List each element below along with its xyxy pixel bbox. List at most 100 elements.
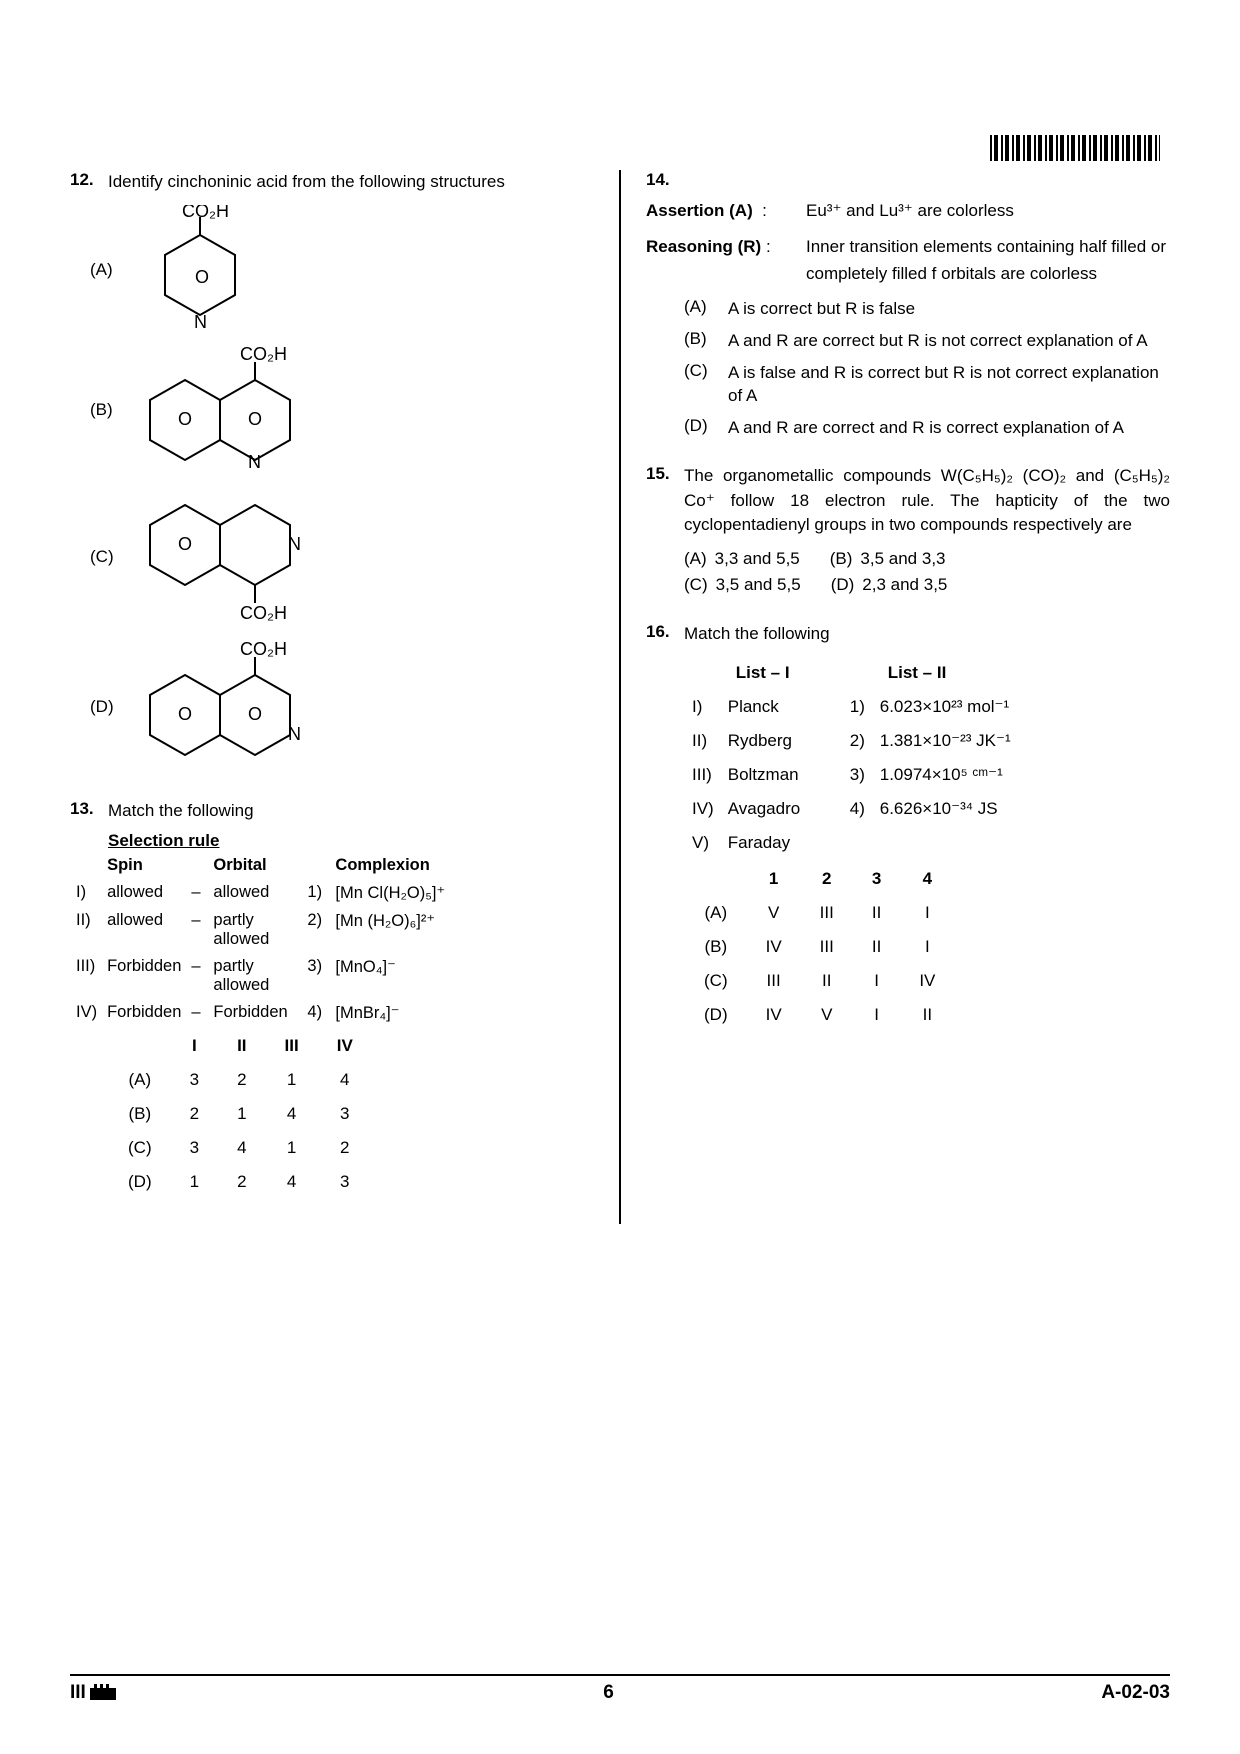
match-lists: List – I List – II I)Planck1)6.023×10²³ … xyxy=(684,655,1019,861)
structure-B: O O N CO₂H xyxy=(140,345,320,475)
option-label: (D) xyxy=(90,697,140,717)
option-label: (C) xyxy=(90,547,140,567)
list2-header: List – II xyxy=(874,657,1017,689)
match-row: IV) Forbidden – Forbidden 4) [MnBr₄]⁻ xyxy=(72,1000,449,1026)
col-head: II xyxy=(219,1030,264,1062)
svg-text:CO₂H: CO₂H xyxy=(182,205,229,221)
question-text: Identify cinchoninic acid from the follo… xyxy=(108,170,594,195)
svg-text:CO₂H: CO₂H xyxy=(240,345,287,364)
answer-row: (C)IIIIIIIV xyxy=(686,965,953,997)
question-13: 13. Match the following Selection rule S… xyxy=(70,799,594,1201)
col-head: 3 xyxy=(854,863,899,895)
option-text: 3,5 and 5,5 xyxy=(716,575,801,595)
question-number: 13. xyxy=(70,799,108,824)
molecule-icon: O N CO₂H xyxy=(140,485,320,625)
footer-left-code: III xyxy=(70,1682,86,1704)
list1-header: List – I xyxy=(722,657,842,689)
option-C: (C) O N CO₂H xyxy=(90,485,594,630)
answer-row: (B)2143 xyxy=(110,1098,371,1130)
svg-text:N: N xyxy=(288,724,301,744)
answer-table-q16: 1 2 3 4 (A)VIIIIII (B)IVIIIIII (C)IIIIII… xyxy=(684,861,955,1033)
footer-icon xyxy=(90,1684,116,1702)
svg-text:O: O xyxy=(195,267,209,287)
svg-text:CO₂H: CO₂H xyxy=(240,640,287,659)
question-number: 16. xyxy=(646,622,684,647)
option-row-1: (A) 3,3 and 5,5 (B) 3,5 and 3,3 xyxy=(684,546,1170,572)
question-number: 12. xyxy=(70,170,108,195)
option-text: 2,3 and 3,5 xyxy=(862,575,947,595)
option-row-2: (C)3,5 and 5,5 (D)2,3 and 3,5 xyxy=(684,572,1170,598)
svg-text:CO₂H: CO₂H xyxy=(240,603,287,623)
option-A: (A) O CO₂H N xyxy=(90,205,594,335)
molecule-icon: O O N CO₂H xyxy=(140,640,325,770)
option-D: (D)A and R are correct and R is correct … xyxy=(684,416,1170,440)
question-16: 16. Match the following List – I List – … xyxy=(646,622,1170,1033)
col-head: I xyxy=(172,1030,217,1062)
option-B: (B)A and R are correct but R is not corr… xyxy=(684,329,1170,353)
right-column: 14. Assertion (A) : Eu³⁺ and Lu³⁺ are co… xyxy=(631,170,1170,1224)
structure-A: O CO₂H N xyxy=(140,205,260,335)
structure-D: O O N CO₂H xyxy=(140,640,325,775)
header-complexion: Complexion xyxy=(331,853,449,878)
svg-text:N: N xyxy=(288,534,301,554)
svg-text:O: O xyxy=(178,534,192,554)
svg-text:N: N xyxy=(194,312,207,330)
question-number: 15. xyxy=(646,464,684,538)
svg-text:N: N xyxy=(248,452,261,470)
page-footer: III 6 A-02-03 xyxy=(70,1674,1170,1704)
match-row: II) allowed – partly allowed 2) [Mn (H₂O… xyxy=(72,908,449,952)
question-15: 15. The organometallic compounds W(C₅H₅)… xyxy=(646,464,1170,598)
header-spin: Spin xyxy=(103,853,185,878)
answer-row: (C)3412 xyxy=(110,1132,371,1164)
footer-right-code: A-02-03 xyxy=(1101,1682,1170,1704)
list-row: III)Boltzman3)1.0974×10⁵ ᶜᵐ⁻¹ xyxy=(686,759,1017,791)
answer-row: (B)IVIIIIII xyxy=(686,931,953,963)
option-B: (B) O O N CO₂H xyxy=(90,345,594,475)
col-head: 1 xyxy=(748,863,800,895)
question-12: 12. Identify cinchoninic acid from the f… xyxy=(70,170,594,775)
option-label: (B) xyxy=(830,549,853,569)
answer-table-q13: I II III IV (A)3214 (B)2143 (C)3412 (D)1… xyxy=(108,1028,373,1200)
list-row: I)Planck1)6.023×10²³ mol⁻¹ xyxy=(686,691,1017,723)
list-row: V)Faraday xyxy=(686,827,1017,859)
column-divider xyxy=(619,170,621,1224)
footer-left: III xyxy=(70,1682,116,1704)
reasoning-label: Reasoning (R) xyxy=(646,237,761,256)
question-text: Match the following xyxy=(684,622,1170,647)
page-number: 6 xyxy=(603,1682,614,1704)
col-head: III xyxy=(267,1030,317,1062)
barcode xyxy=(990,135,1160,161)
reasoning-text: Inner transition elements containing hal… xyxy=(806,234,1170,287)
subtitle: Selection rule xyxy=(108,831,594,851)
option-text: 3,5 and 3,3 xyxy=(860,549,945,569)
option-A: (A)A is correct but R is false xyxy=(684,297,1170,321)
header-orbital: Orbital xyxy=(209,853,301,878)
structure-C: O N CO₂H xyxy=(140,485,320,630)
option-text: 3,3 and 5,5 xyxy=(715,549,800,569)
assertion-text: Eu³⁺ and Lu³⁺ are colorless xyxy=(806,198,1170,224)
match-row: III) Forbidden – partly allowed 3) [MnO₄… xyxy=(72,954,449,998)
col-head: IV xyxy=(319,1030,371,1062)
molecule-icon: O O N CO₂H xyxy=(140,345,320,470)
list-row: II)Rydberg2)1.381×10⁻²³ JK⁻¹ xyxy=(686,725,1017,757)
question-14: 14. Assertion (A) : Eu³⁺ and Lu³⁺ are co… xyxy=(646,170,1170,440)
option-label: (A) xyxy=(684,549,707,569)
svg-text:O: O xyxy=(178,409,192,429)
option-label: (B) xyxy=(90,400,140,420)
option-label: (C) xyxy=(684,575,708,595)
svg-text:O: O xyxy=(248,704,262,724)
molecule-icon: O CO₂H N xyxy=(140,205,260,330)
svg-text:O: O xyxy=(178,704,192,724)
option-label: (A) xyxy=(90,260,140,280)
question-text: Match the following xyxy=(108,799,594,824)
selection-rule-table: Spin Orbital Complexion I) allowed – all… xyxy=(70,851,451,1028)
two-column-layout: 12. Identify cinchoninic acid from the f… xyxy=(70,170,1170,1224)
question-text: The organometallic compounds W(C₅H₅)₂ (C… xyxy=(684,464,1170,538)
match-row: I) allowed – allowed 1) [Mn Cl(H₂O)₅]⁺ xyxy=(72,880,449,906)
col-head: 4 xyxy=(901,863,953,895)
answer-row: (A)3214 xyxy=(110,1064,371,1096)
answer-row: (D)IVVIII xyxy=(686,999,953,1031)
col-head: 2 xyxy=(802,863,852,895)
answer-row: (A)VIIIIII xyxy=(686,897,953,929)
option-C: (C)A is false and R is correct but R is … xyxy=(684,361,1170,409)
